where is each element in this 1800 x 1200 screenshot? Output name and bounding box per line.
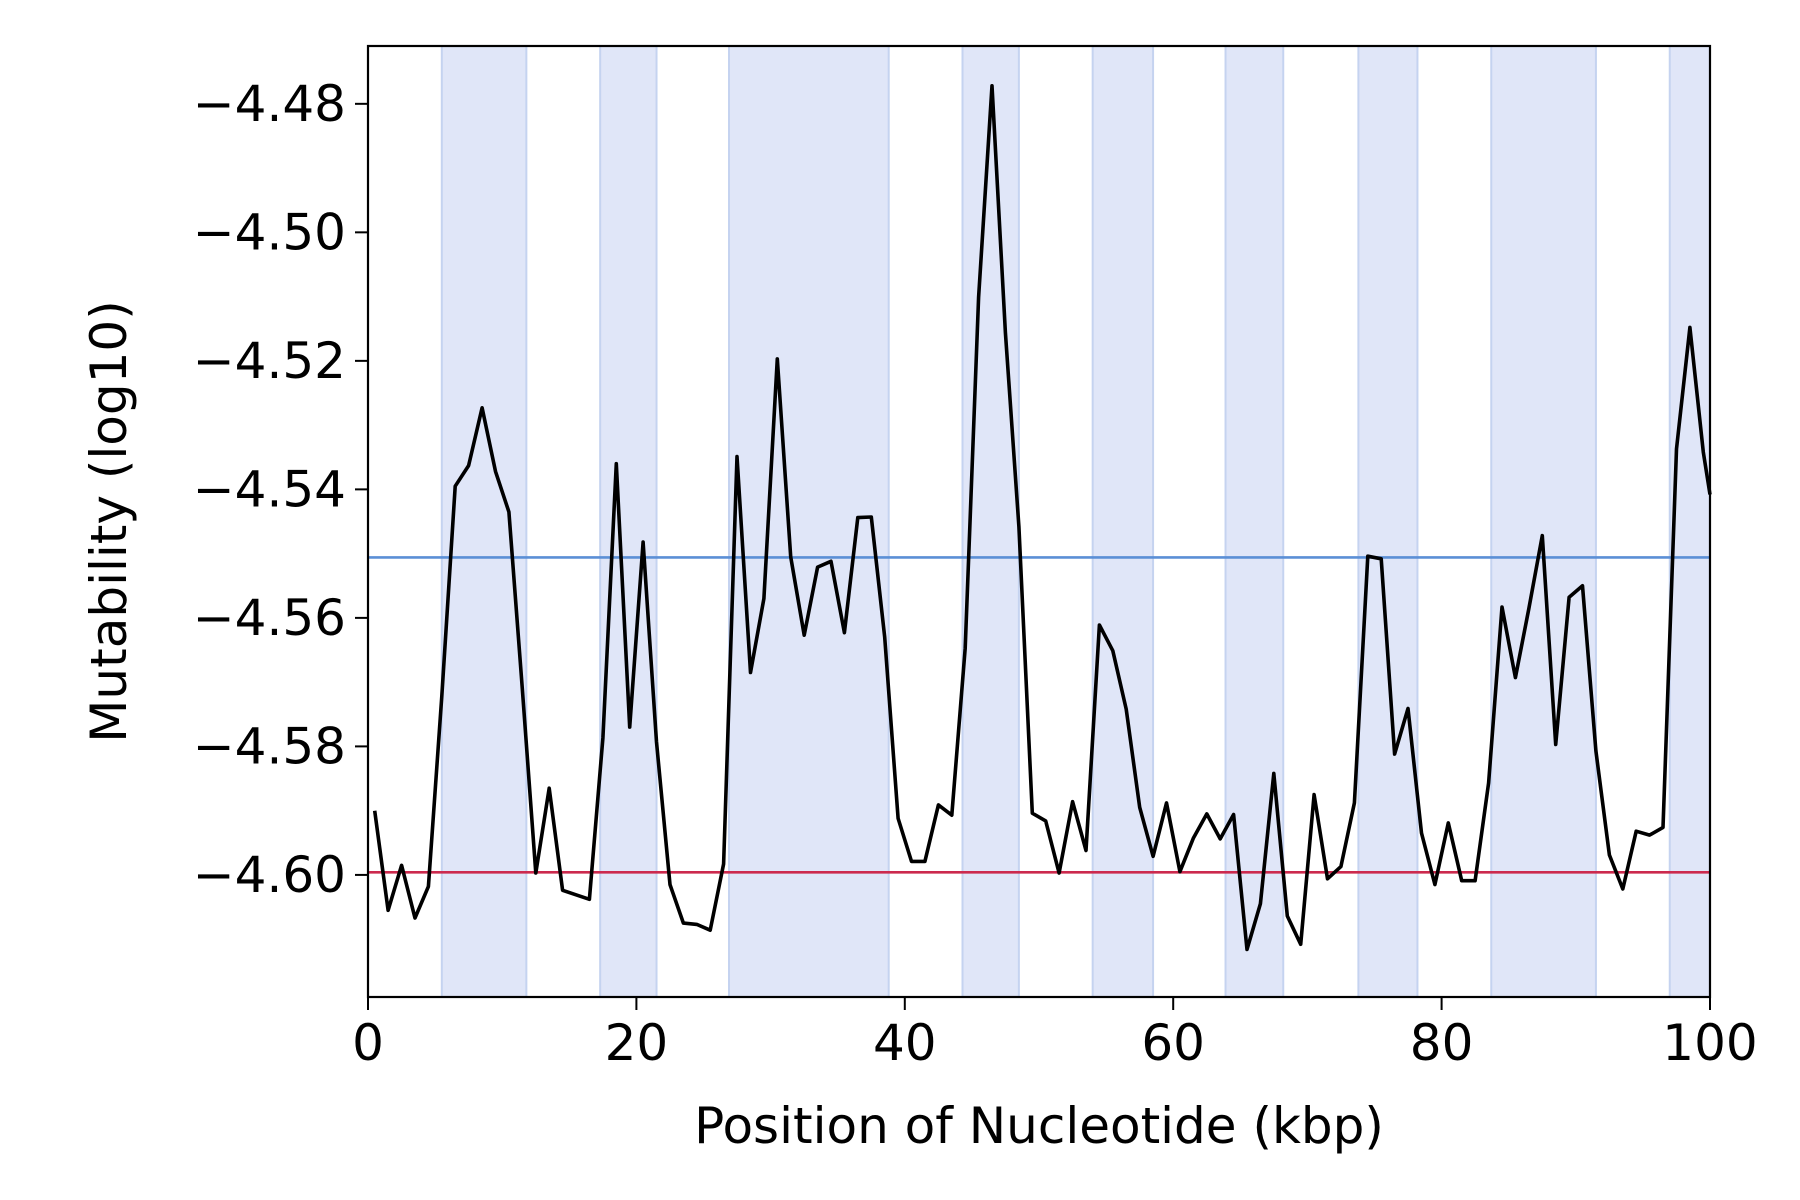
x-tick-label: 100 xyxy=(1662,1014,1757,1072)
y-tick-label: −4.52 xyxy=(193,332,346,390)
y-tick-label: −4.48 xyxy=(193,75,346,133)
x-axis-title: Position of Nucleotide (kbp) xyxy=(694,1097,1384,1155)
series-group xyxy=(372,84,1712,952)
x-tick-label: 0 xyxy=(352,1014,384,1072)
shaded-region xyxy=(961,45,1020,998)
shaded-region xyxy=(1668,45,1711,998)
shaded-region xyxy=(599,45,658,998)
x-tick-label: 60 xyxy=(1141,1014,1205,1072)
shaded-region xyxy=(440,45,528,998)
shaded-region xyxy=(1490,45,1597,998)
series-line xyxy=(372,84,1712,952)
x-tick-label: 80 xyxy=(1410,1014,1474,1072)
x-tick-label: 20 xyxy=(605,1014,669,1072)
y-axis: −4.48 −4.50 −4.52 −4.54 −4.56 −4.58 −4.60 xyxy=(193,75,368,904)
x-axis: 0 20 40 60 80 100 xyxy=(352,997,1758,1072)
x-tick-label: 40 xyxy=(873,1014,937,1072)
y-axis-title: Mutability (log10) xyxy=(80,300,138,742)
y-tick-label: −4.50 xyxy=(193,203,346,261)
shaded-region xyxy=(727,45,890,998)
shaded-regions xyxy=(440,45,1711,998)
plot-frame xyxy=(366,44,1712,999)
y-tick-label: −4.60 xyxy=(193,846,346,904)
y-tick-label: −4.58 xyxy=(193,717,346,775)
shaded-region xyxy=(1357,45,1419,998)
y-tick-label: −4.54 xyxy=(193,460,346,518)
shaded-region xyxy=(1091,45,1155,998)
shaded-region xyxy=(1224,45,1285,998)
y-tick-label: −4.56 xyxy=(193,589,346,647)
